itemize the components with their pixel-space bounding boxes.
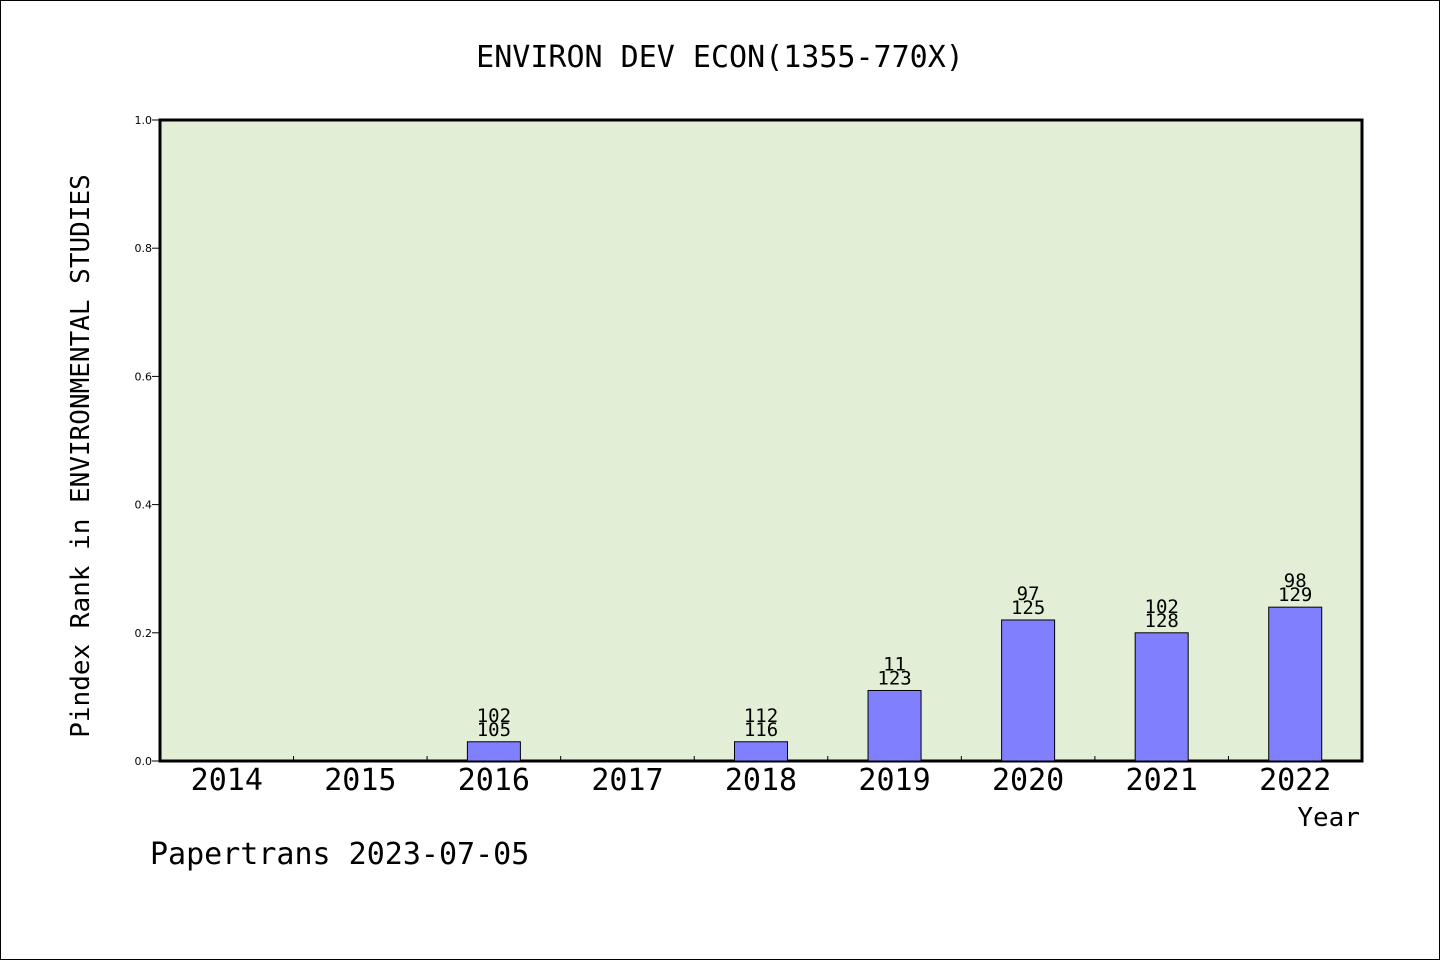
data-label-rank: 97 (1017, 583, 1040, 605)
y-tick-label: 0.2 (135, 627, 153, 640)
x-tick-label: 2020 (992, 763, 1064, 798)
x-tick-label: 2018 (725, 763, 797, 798)
bar-2019 (867, 689, 922, 762)
x-tick-label: 2016 (458, 763, 530, 798)
data-label-rank: 112 (744, 705, 778, 727)
data-label-rank: 11 (883, 653, 906, 675)
data-label-total: 105 (477, 719, 511, 741)
bars (466, 606, 1323, 762)
data-label-total: 129 (1278, 584, 1312, 606)
data-label-rank: 102 (1145, 596, 1179, 618)
bar-2021 (1134, 632, 1189, 762)
y-tick-label: 0.8 (135, 242, 153, 255)
x-tick-label: 2015 (324, 763, 396, 798)
footer-note: Papertrans 2023-07-05 (150, 837, 529, 872)
data-label-rank: 98 (1284, 570, 1307, 592)
data-label-total: 125 (1011, 597, 1045, 619)
bar-2018 (734, 741, 788, 762)
data-label-total: 116 (744, 719, 778, 741)
chart-title: ENVIRON DEV ECON(1355-770X) (476, 40, 964, 75)
data-label-rank: 102 (477, 705, 511, 727)
x-axis: 2014 2015 2016 2017 2018 2019 2020 2021 2022 (191, 756, 1331, 798)
y-tick-label: 1.0 (135, 114, 153, 127)
x-tick-label: 2019 (858, 763, 930, 798)
x-axis-label: Year (1297, 803, 1360, 833)
data-label-total: 128 (1145, 610, 1179, 632)
bar-2020 (1001, 619, 1056, 762)
x-tick-label: 2022 (1259, 763, 1331, 798)
x-tick-label: 2017 (591, 763, 663, 798)
y-tick-label: 0.6 (135, 370, 153, 383)
bar-2022 (1268, 606, 1323, 762)
y-axis: 0.0 0.2 0.4 0.6 0.8 1.0 (135, 114, 160, 768)
x-tick-label: 2021 (1126, 763, 1198, 798)
bar-2016 (466, 741, 521, 762)
data-label-total: 123 (877, 667, 911, 689)
y-axis-label: Pindex Rank in ENVIRONMENTAL STUDIES (66, 174, 96, 738)
y-tick-label: 0.4 (135, 499, 153, 512)
x-tick-label: 2014 (191, 763, 263, 798)
y-tick-label: 0.0 (135, 755, 153, 768)
